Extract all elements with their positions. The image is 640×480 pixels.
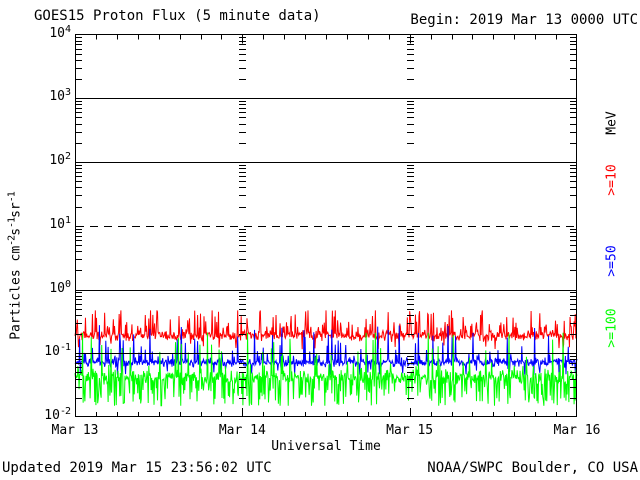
y-axis-label-sup: -2	[6, 235, 18, 246]
legend-ge10-label: >=10	[604, 164, 620, 196]
y-tick-exponent: 1	[64, 214, 71, 226]
y-axis-label-text: sr	[8, 202, 24, 218]
y-tick-exponent: -1	[59, 342, 71, 354]
x-tick-label: Mar 15	[386, 423, 434, 438]
y-tick-base: 10	[44, 408, 60, 423]
y-tick-base: 10	[49, 89, 65, 105]
y-tick-label: 101	[0, 214, 71, 233]
legend-ge50-label: >=50	[604, 245, 620, 277]
y-tick-base: 10	[44, 344, 60, 360]
y-tick-base: 10	[49, 280, 65, 296]
y-tick-base: 10	[49, 153, 65, 168]
x-tick-label: Mar 14	[218, 423, 266, 438]
y-tick-base: 10	[49, 25, 65, 41]
y-tick-label: 10-2	[0, 406, 71, 424]
x-axis-label: Universal Time	[271, 439, 381, 454]
y-tick-label: 10-1	[0, 342, 71, 360]
x-tick-label: Mar 16	[553, 423, 601, 438]
y-tick-exponent: -2	[59, 406, 71, 417]
trace-protons_ge_100MeV	[74, 332, 578, 407]
source-attribution: NOAA/SWPC Boulder, CO USA	[427, 460, 638, 476]
y-tick-label: 100	[0, 278, 71, 297]
y-tick-label: 103	[0, 87, 71, 105]
y-axis-label: Particles cm-2s-1sr-1	[6, 192, 24, 340]
updated-timestamp: Updated 2019 Mar 15 23:56:02 UTC	[2, 460, 272, 476]
trace-protons_ge_10MeV	[74, 310, 578, 350]
mev-unit-label: MeV	[604, 111, 620, 135]
axes-grid	[75, 34, 577, 417]
y-tick-exponent: 2	[64, 151, 71, 162]
x-tick-label: Mar 13	[51, 423, 99, 438]
y-tick-label: 102	[0, 151, 71, 169]
legend-ge100-label: >=100	[604, 308, 620, 348]
y-tick-exponent: 4	[64, 23, 71, 35]
chart-title: GOES15 Proton Flux (5 minute data)	[34, 8, 321, 24]
y-axis-label-sup: -1	[6, 192, 18, 203]
y-tick-base: 10	[49, 216, 65, 232]
y-tick-exponent: 0	[64, 278, 71, 290]
begin-timestamp: Begin: 2019 Mar 13 0000 UTC	[410, 12, 638, 28]
y-tick-label: 104	[0, 23, 71, 42]
y-tick-exponent: 3	[64, 87, 71, 99]
trace-protons_ge_50MeV	[74, 325, 578, 375]
